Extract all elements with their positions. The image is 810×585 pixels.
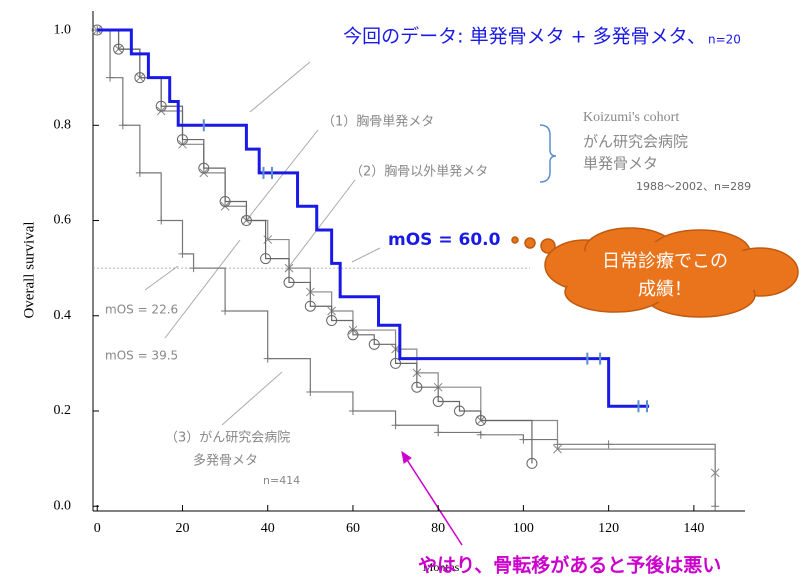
arrow-head bbox=[401, 450, 412, 464]
marker bbox=[453, 405, 465, 417]
annotation: 多発骨メタ bbox=[193, 453, 258, 469]
annotation: mOS = 22.6 bbox=[105, 303, 178, 317]
annotation: 成績！ bbox=[638, 279, 692, 300]
marker bbox=[157, 216, 166, 225]
annotation: mOS = 60.0 bbox=[388, 230, 501, 250]
leader-line bbox=[284, 179, 356, 273]
cloud bbox=[511, 227, 799, 318]
x-tick-label: 20 bbox=[175, 521, 189, 536]
leader-line bbox=[221, 371, 283, 426]
leader-line bbox=[244, 129, 319, 223]
x-tick-label: 100 bbox=[513, 521, 534, 536]
y-tick-label: 0.4 bbox=[54, 308, 72, 323]
marker bbox=[519, 435, 528, 444]
leader-line bbox=[144, 265, 179, 291]
marker bbox=[260, 253, 272, 265]
marker bbox=[240, 215, 252, 227]
annotation: n=20 bbox=[708, 33, 741, 47]
annotation: Koizumi's cohort bbox=[583, 110, 679, 125]
brace bbox=[539, 124, 557, 183]
marker bbox=[198, 162, 210, 174]
marker bbox=[326, 315, 338, 327]
survival-curve bbox=[97, 28, 650, 408]
marker bbox=[475, 415, 487, 427]
series-label: （1）胸骨単発メタ bbox=[322, 114, 434, 130]
marker bbox=[411, 381, 423, 393]
marker bbox=[221, 307, 230, 315]
marker bbox=[113, 43, 125, 55]
annotation: がん研究会病院 bbox=[583, 133, 688, 151]
marker bbox=[391, 421, 400, 430]
y-tick-label: 0.6 bbox=[54, 213, 72, 228]
annotation: 単発骨メタ bbox=[583, 155, 658, 173]
marker bbox=[432, 395, 444, 407]
marker bbox=[263, 354, 272, 363]
arrow bbox=[401, 451, 463, 546]
marker bbox=[368, 338, 380, 350]
x-tick-label: 0 bbox=[94, 521, 101, 536]
decorations bbox=[144, 61, 557, 546]
marker bbox=[304, 300, 316, 312]
x-tick-label: 40 bbox=[261, 521, 275, 536]
marker bbox=[434, 428, 443, 437]
marker bbox=[526, 457, 538, 469]
marker bbox=[134, 72, 146, 84]
series-label: （3）がん研究会病院 bbox=[165, 431, 290, 446]
y-tick-label: 0.8 bbox=[54, 118, 72, 133]
marker bbox=[118, 121, 127, 130]
marker bbox=[219, 195, 231, 207]
series-label: （2）胸骨以外単発メタ bbox=[350, 164, 488, 180]
annotation: mOS = 39.5 bbox=[105, 349, 178, 363]
bubble bbox=[524, 237, 536, 249]
annotation: やはり、骨転移があると予後は悪い bbox=[418, 554, 721, 577]
marker bbox=[390, 357, 402, 369]
marker bbox=[476, 430, 485, 439]
x-tick-label: 120 bbox=[598, 521, 619, 536]
marker bbox=[155, 100, 167, 112]
marker bbox=[604, 440, 613, 449]
x-tick-label: 60 bbox=[346, 521, 360, 536]
marker bbox=[135, 168, 144, 177]
series-label: 今回のデータ: 単発骨メタ + 多発骨メタ、 bbox=[343, 26, 706, 48]
leader-line bbox=[164, 239, 241, 339]
marker bbox=[347, 329, 359, 341]
marker bbox=[553, 444, 562, 454]
bubble bbox=[540, 238, 556, 254]
marker bbox=[348, 407, 357, 415]
bubble bbox=[511, 236, 519, 244]
marker bbox=[710, 468, 720, 478]
y-tick-label: 1.0 bbox=[54, 22, 72, 37]
leader-line bbox=[249, 61, 311, 113]
marker bbox=[189, 264, 198, 273]
marker bbox=[92, 25, 102, 35]
y-tick-label: 0.0 bbox=[54, 498, 72, 513]
cloud-fill bbox=[555, 242, 775, 302]
x-tick-label: 80 bbox=[431, 521, 445, 536]
annotation: 1988〜2002、n=289 bbox=[636, 180, 751, 193]
marker bbox=[106, 73, 115, 82]
marker bbox=[178, 249, 187, 258]
annotation: n=414 bbox=[263, 474, 300, 487]
y-tick-label: 0.2 bbox=[54, 403, 72, 418]
marker bbox=[176, 134, 188, 146]
x-axis-title: Months bbox=[423, 560, 460, 574]
marker bbox=[306, 387, 315, 396]
marker bbox=[283, 276, 295, 288]
y-axis-title: Overall survival bbox=[21, 221, 37, 318]
x-tick-label: 140 bbox=[683, 521, 704, 536]
marker bbox=[711, 502, 720, 511]
annotation: 日常診療でこの bbox=[602, 251, 728, 272]
leader-line bbox=[351, 247, 381, 263]
